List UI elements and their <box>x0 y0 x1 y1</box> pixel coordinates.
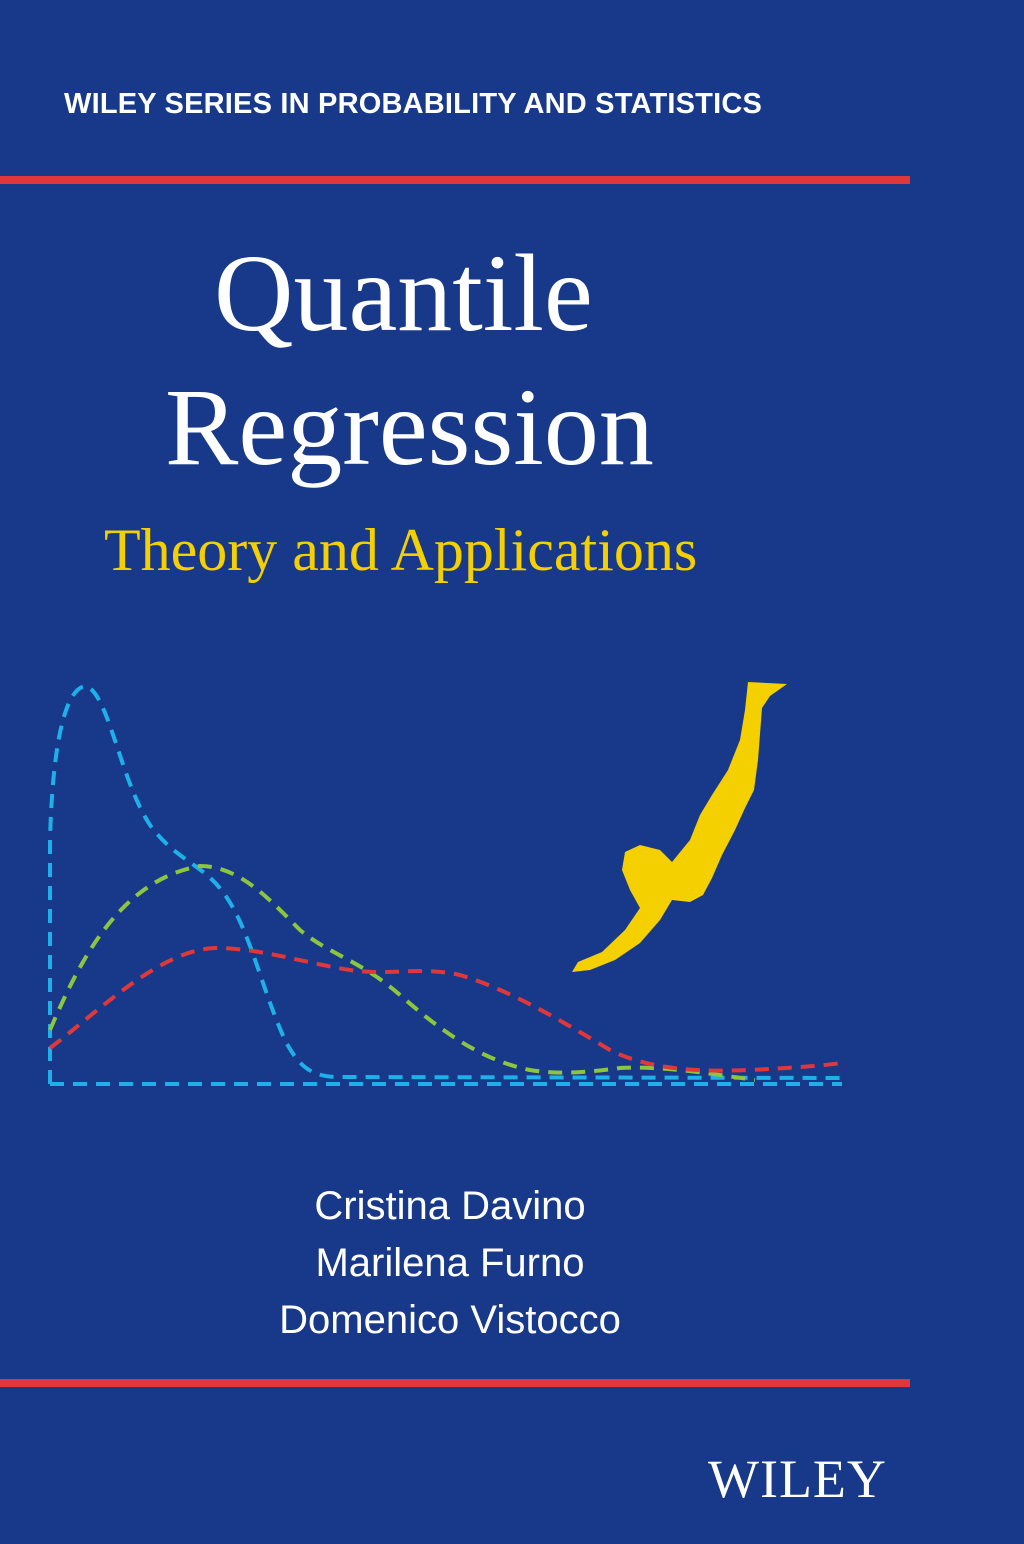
author-2: Marilena Furno <box>315 1241 585 1285</box>
book-subtitle: Theory and Applications <box>104 517 698 583</box>
blue-density-curve <box>48 683 843 1084</box>
diver-silhouette <box>572 682 787 972</box>
green-density-curve <box>48 863 756 1082</box>
wiley-logo: WILEY <box>708 1449 887 1509</box>
author-1: Cristina Davino <box>314 1184 586 1228</box>
book-title-line2: Regression <box>165 366 654 488</box>
book-title-line1: Quantile <box>214 232 593 354</box>
top-rule <box>0 176 910 184</box>
red-density-curve <box>48 945 843 1073</box>
author-3: Domenico Vistocco <box>279 1298 621 1342</box>
bottom-rule <box>0 1379 910 1387</box>
series-title: WILEY SERIES IN PROBABILITY AND STATISTI… <box>64 88 763 120</box>
